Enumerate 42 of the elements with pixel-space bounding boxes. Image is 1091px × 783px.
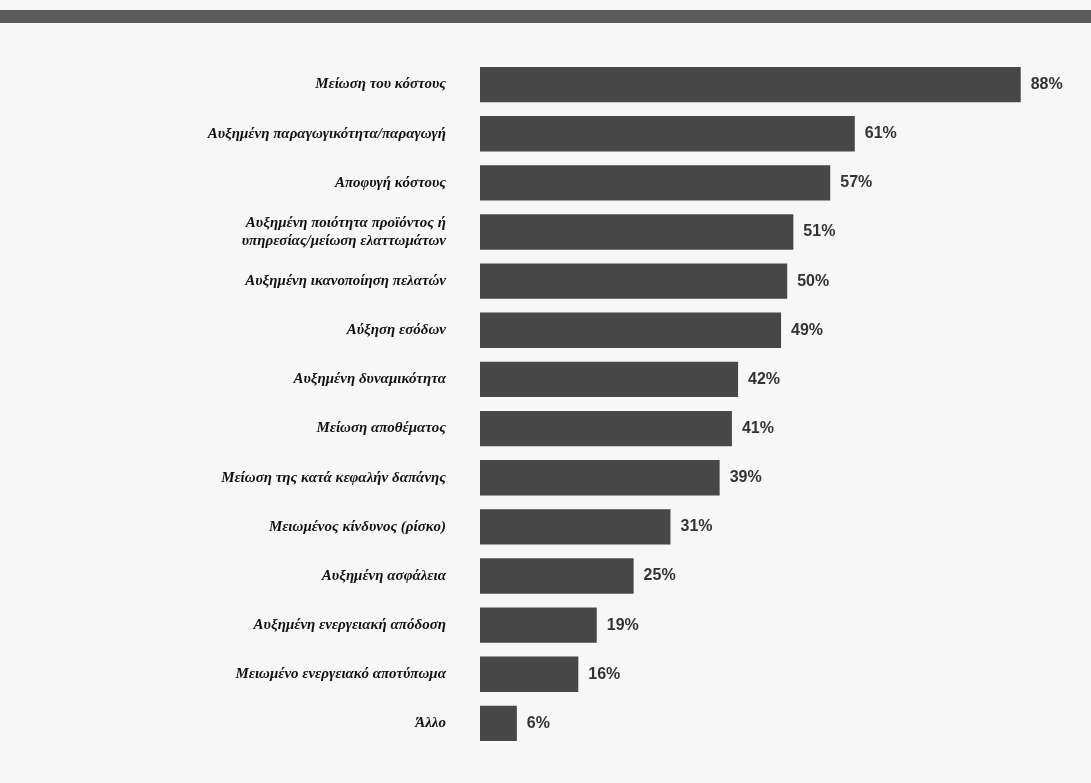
data-label: 50% <box>797 271 830 289</box>
data-label: 31% <box>680 517 713 535</box>
data-label: 61% <box>864 124 897 142</box>
data-label: 51% <box>803 222 836 240</box>
y-tick-label: Αυξημένη ικανοποίηση πελατών <box>244 272 447 289</box>
y-tick-label: Αυξημένη ενεργειακή απόδοση <box>252 616 446 633</box>
bar <box>480 263 788 299</box>
data-label: 57% <box>840 173 873 191</box>
data-label: 16% <box>588 664 621 682</box>
data-label: 42% <box>748 369 781 387</box>
data-label: 39% <box>729 468 762 486</box>
y-tick-label: Αποφυγή κόστους <box>333 173 447 190</box>
bar <box>480 116 855 152</box>
bar <box>480 410 732 447</box>
y-tick-label: Αυξημένη ασφάλεια <box>320 566 447 583</box>
data-label: 25% <box>643 566 676 584</box>
bar <box>480 656 579 692</box>
data-label: 88% <box>1030 74 1063 92</box>
bar <box>480 558 634 594</box>
bar <box>480 509 671 545</box>
y-tick-label: Αύξηση εσόδων <box>345 321 447 338</box>
y-tick-label: Μείωση αποθέματος <box>315 419 447 436</box>
bar <box>480 66 1021 103</box>
data-label: 49% <box>791 320 824 338</box>
bar <box>480 312 782 348</box>
bar <box>480 165 831 201</box>
bar <box>480 607 597 643</box>
y-tick-label: Μείωση της κατά κεφαλήν δαπάνης <box>220 468 447 485</box>
y-tick-label: Μειωμένος κίνδυνος (ρίσκο) <box>267 517 446 535</box>
bar <box>480 214 794 250</box>
y-tick-label: Άλλο <box>414 714 446 731</box>
y-tick-label: Μείωση του κόστους <box>314 75 447 92</box>
bar <box>480 460 720 496</box>
bar <box>480 361 739 398</box>
data-label: 19% <box>606 615 639 633</box>
data-label: 6% <box>526 713 550 731</box>
y-tick-label: Αυξημένη ποιότητα προϊόντος ή υπηρεσίας/μείωση ελαττωμάτων <box>241 213 447 248</box>
y-tick-label: Αυξημένη δυναμικότητα <box>292 370 447 387</box>
bar <box>480 705 517 742</box>
data-label: 41% <box>741 418 774 436</box>
y-tick-label: Μειωμένο ενεργειακό αποτύπωμα <box>234 665 447 682</box>
y-tick-label: Αυξημένη παραγωγικότητα/παραγωγή <box>206 124 446 141</box>
